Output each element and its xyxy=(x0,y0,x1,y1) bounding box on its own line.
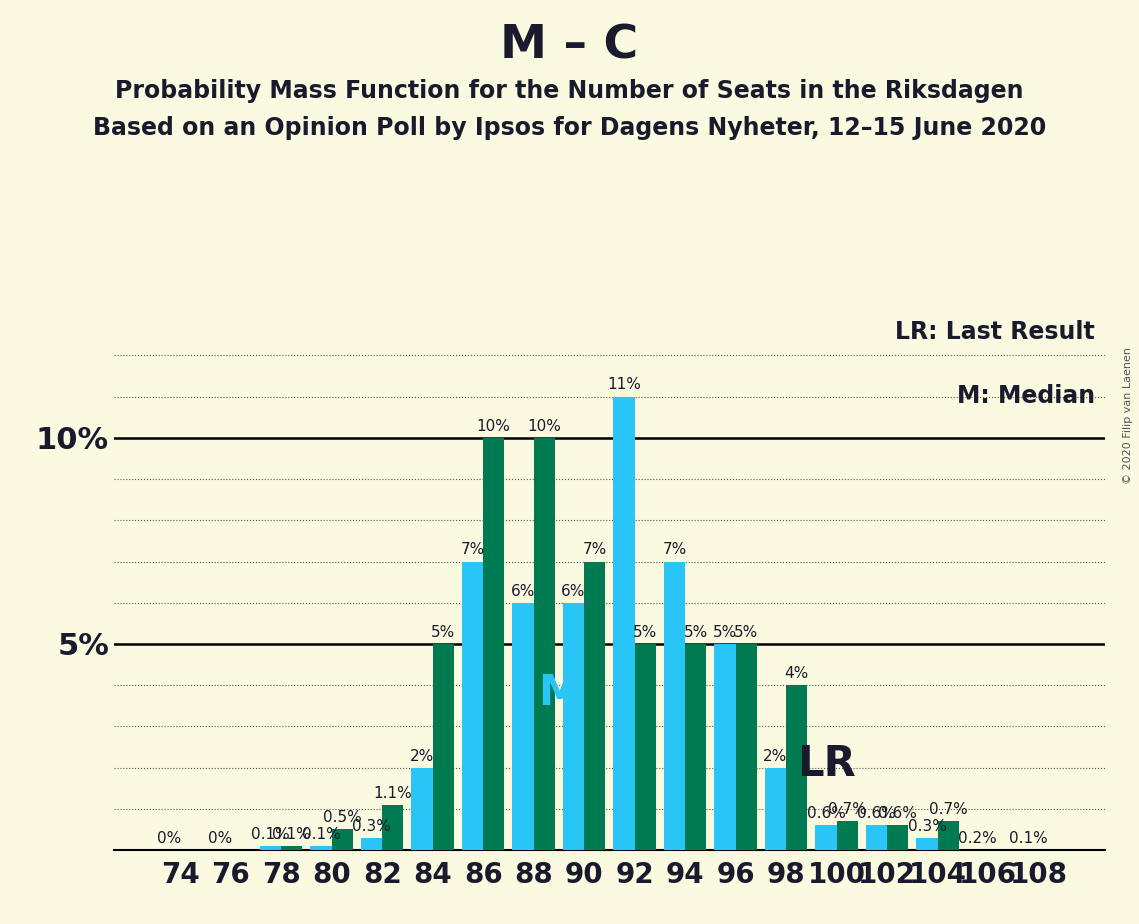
Bar xyxy=(260,846,281,850)
Text: 0%: 0% xyxy=(208,831,232,846)
Text: 0.1%: 0.1% xyxy=(302,827,341,842)
Bar xyxy=(411,768,433,850)
Bar xyxy=(816,825,837,850)
Bar xyxy=(563,602,584,850)
Text: 7%: 7% xyxy=(582,542,607,557)
Bar xyxy=(311,846,331,850)
Text: 0.7%: 0.7% xyxy=(928,802,967,817)
Text: 5%: 5% xyxy=(431,625,456,639)
Text: 0.1%: 0.1% xyxy=(252,827,290,842)
Bar xyxy=(361,838,382,850)
Text: 0%: 0% xyxy=(157,831,182,846)
Text: 10%: 10% xyxy=(477,419,510,433)
Text: 0.3%: 0.3% xyxy=(908,819,947,833)
Text: 0.1%: 0.1% xyxy=(1009,831,1048,846)
Text: 1.1%: 1.1% xyxy=(374,785,412,800)
Text: 7%: 7% xyxy=(663,542,687,557)
Text: 10%: 10% xyxy=(527,419,562,433)
Bar xyxy=(281,846,302,850)
Bar xyxy=(331,830,353,850)
Text: 11%: 11% xyxy=(607,378,641,393)
Text: 4%: 4% xyxy=(785,666,809,681)
Text: M: Median: M: Median xyxy=(957,383,1095,407)
Bar xyxy=(686,644,706,850)
Bar xyxy=(937,821,959,850)
Text: 0.7%: 0.7% xyxy=(828,802,867,817)
Text: 6%: 6% xyxy=(510,584,535,599)
Text: © 2020 Filip van Laenen: © 2020 Filip van Laenen xyxy=(1123,347,1133,484)
Bar xyxy=(382,805,403,850)
Text: 5%: 5% xyxy=(683,625,707,639)
Bar xyxy=(584,562,605,850)
Bar xyxy=(866,825,887,850)
Text: 2%: 2% xyxy=(763,748,788,763)
Text: 0.6%: 0.6% xyxy=(878,807,917,821)
Text: 0.2%: 0.2% xyxy=(958,831,997,846)
Bar xyxy=(462,562,483,850)
Bar xyxy=(837,821,858,850)
Text: M – C: M – C xyxy=(500,23,639,68)
Text: Based on an Opinion Poll by Ipsos for Dagens Nyheter, 12–15 June 2020: Based on an Opinion Poll by Ipsos for Da… xyxy=(93,116,1046,140)
Text: 0.6%: 0.6% xyxy=(857,807,896,821)
Text: 5%: 5% xyxy=(713,625,737,639)
Text: 7%: 7% xyxy=(460,542,485,557)
Text: LR: LR xyxy=(797,743,855,784)
Bar xyxy=(765,768,786,850)
Text: 2%: 2% xyxy=(410,748,434,763)
Text: 0.3%: 0.3% xyxy=(352,819,391,833)
Bar xyxy=(483,438,505,850)
Bar xyxy=(433,644,453,850)
Text: Probability Mass Function for the Number of Seats in the Riksdagen: Probability Mass Function for the Number… xyxy=(115,79,1024,103)
Bar xyxy=(634,644,656,850)
Text: 6%: 6% xyxy=(562,584,585,599)
Bar xyxy=(714,644,736,850)
Bar xyxy=(533,438,555,850)
Bar xyxy=(614,396,634,850)
Text: 5%: 5% xyxy=(633,625,657,639)
Text: 0.1%: 0.1% xyxy=(272,827,311,842)
Text: M: M xyxy=(538,673,580,714)
Bar xyxy=(664,562,686,850)
Text: LR: Last Result: LR: Last Result xyxy=(895,320,1095,344)
Text: 0.5%: 0.5% xyxy=(322,810,361,825)
Bar xyxy=(736,644,756,850)
Bar xyxy=(513,602,533,850)
Text: 0.6%: 0.6% xyxy=(806,807,845,821)
Text: 5%: 5% xyxy=(734,625,759,639)
Bar xyxy=(887,825,908,850)
Bar xyxy=(786,686,808,850)
Bar xyxy=(917,838,937,850)
